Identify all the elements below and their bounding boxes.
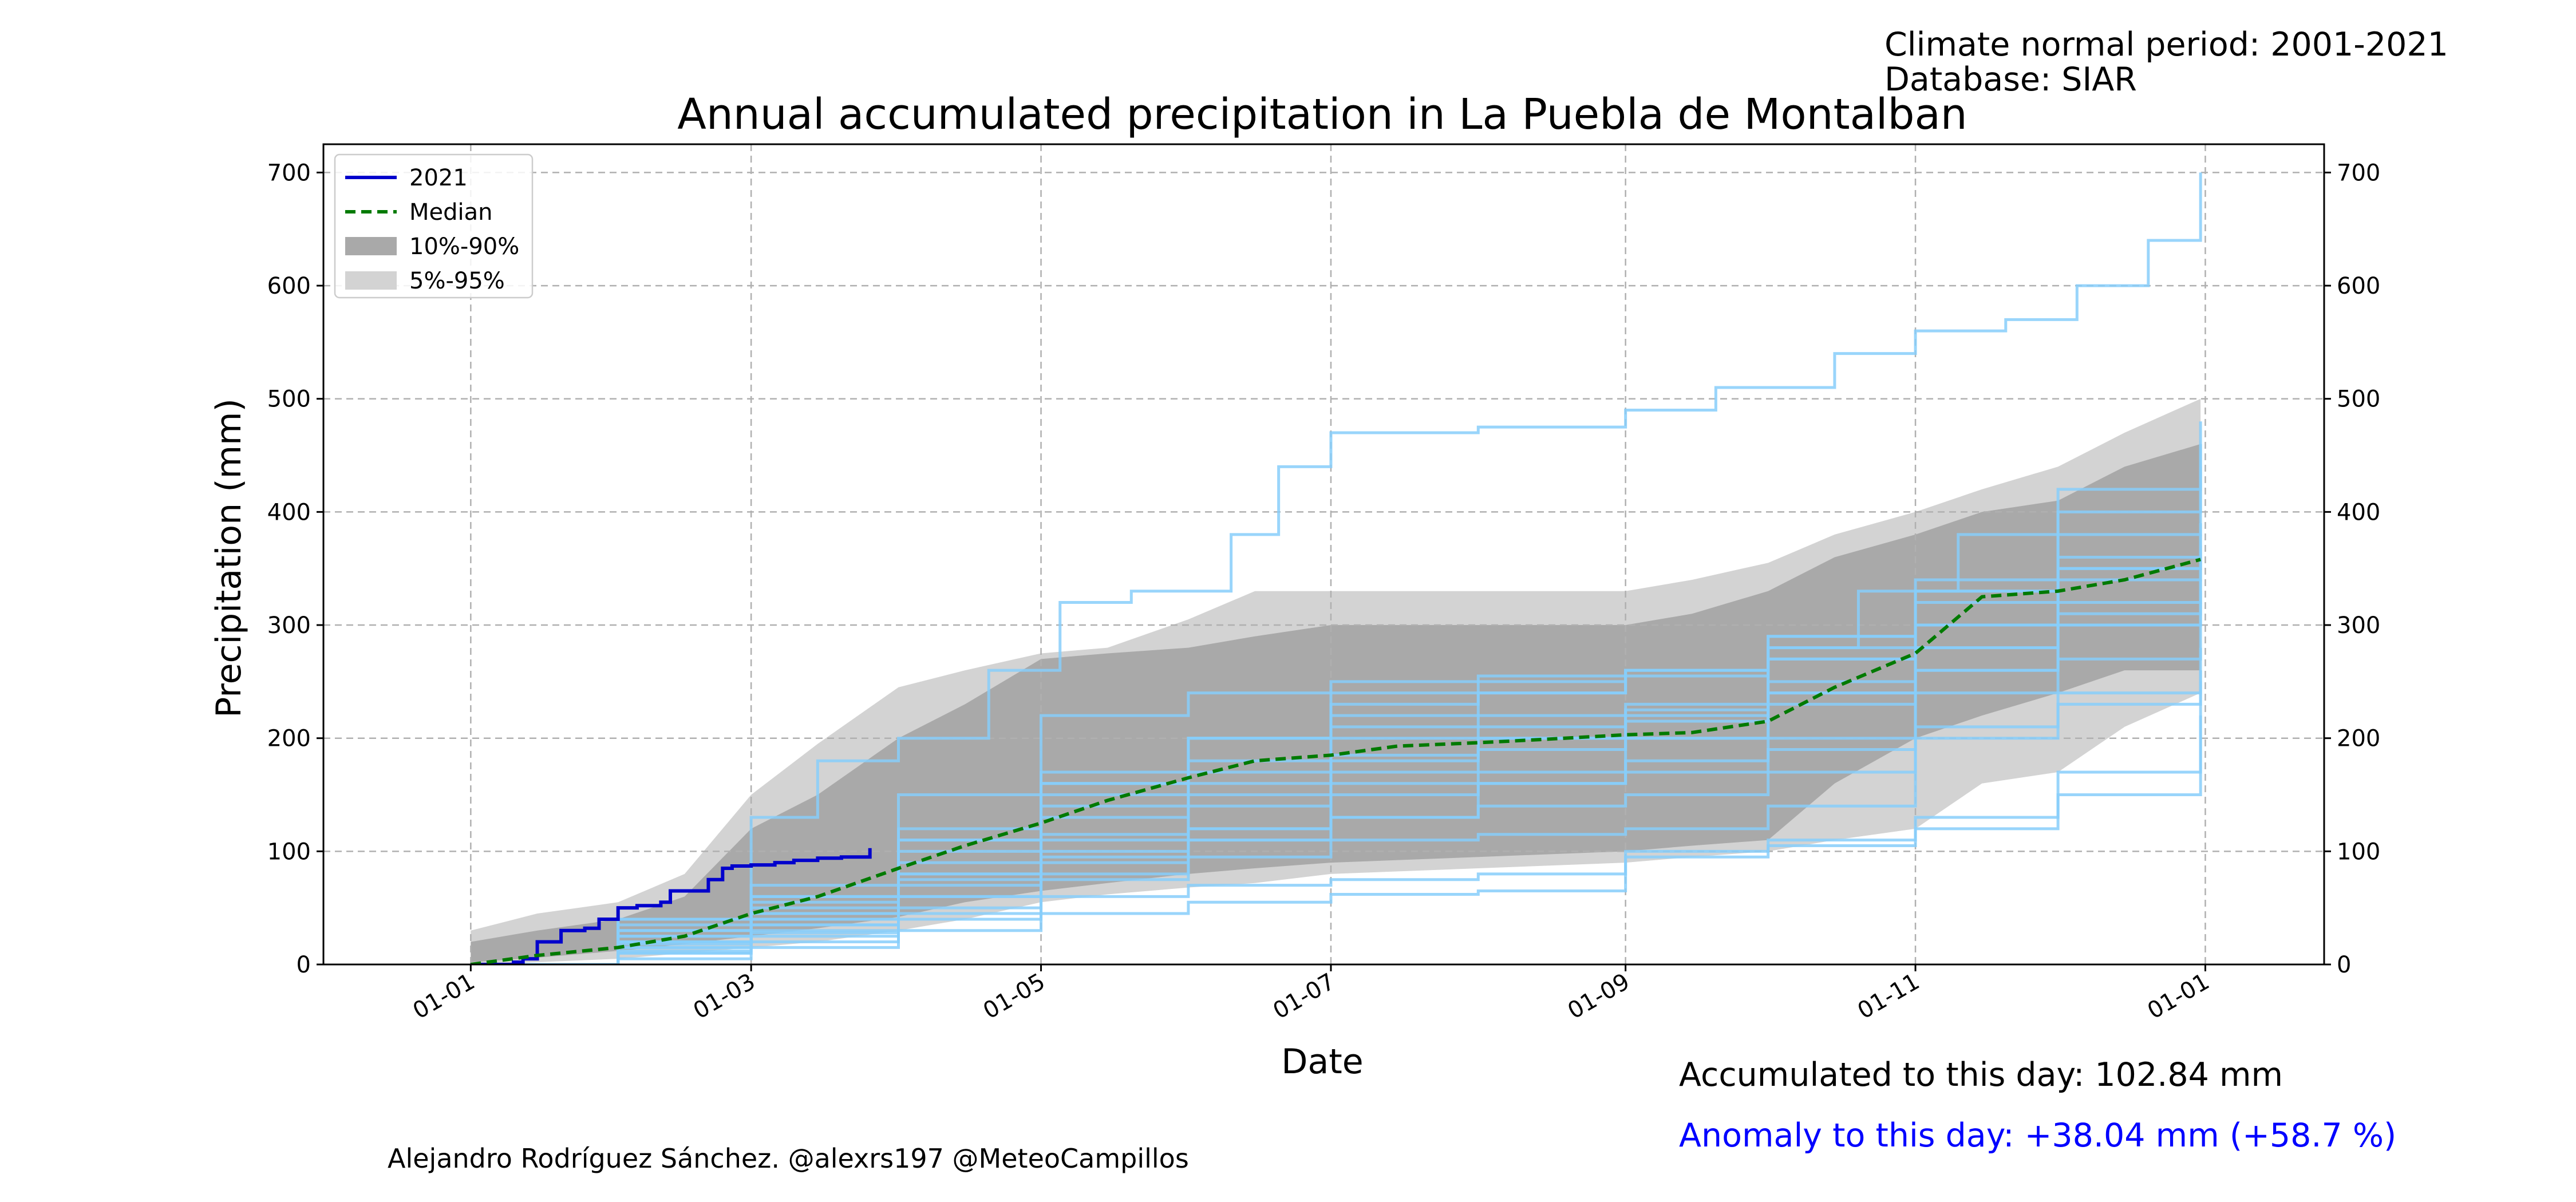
- x-tick-label: 01-01: [2143, 968, 2214, 1025]
- y-tick-label-left: 600: [267, 273, 311, 299]
- year-line-1: [471, 172, 2202, 964]
- x-tick-label: 01-11: [1853, 968, 1924, 1025]
- y-tick-label-right: 700: [2337, 160, 2380, 186]
- historical-years: [471, 172, 2202, 964]
- x-tick-label: 01-07: [1269, 968, 1340, 1025]
- series-line-2021: [471, 848, 872, 964]
- legend-label-5-95: 5%-95%: [409, 268, 505, 294]
- series-line-median: [470, 557, 2201, 964]
- y-tick-label-left: 300: [267, 612, 311, 639]
- y-tick-label-right: 100: [2337, 839, 2380, 865]
- legend: 2021 Median 10%-90% 5%-95%: [334, 153, 534, 299]
- y-tick-label-right: 200: [2337, 726, 2380, 752]
- x-tick-label: 01-05: [979, 968, 1050, 1025]
- y-tick-label-left: 0: [297, 952, 311, 978]
- x-tick-label: 01-01: [409, 968, 480, 1025]
- y-tick-label-right: 300: [2337, 612, 2380, 639]
- legend-label-10-90: 10%-90%: [409, 234, 519, 260]
- anomaly-text: Anomaly to this day: +38.04 mm (+58.7 %): [1679, 1117, 2396, 1154]
- y-tick-label-right: 400: [2337, 499, 2380, 525]
- legend-box: [334, 153, 534, 299]
- database-text: Database: SIAR: [1884, 61, 2137, 98]
- legend-label-median: Median: [409, 199, 493, 226]
- y-tick-label-left: 200: [267, 726, 311, 752]
- year-line-16: [471, 545, 2202, 964]
- x-tick-label: 01-09: [1563, 968, 1634, 1025]
- y-tick-label-right: 500: [2337, 386, 2380, 413]
- x-tick-label: 01-03: [689, 968, 760, 1025]
- y-tick-label-left: 400: [267, 499, 311, 525]
- climate-period-text: Climate normal period: 2001-2021: [1884, 26, 2448, 64]
- y-tick-label-right: 0: [2337, 952, 2351, 978]
- series-lines: [470, 557, 2201, 964]
- legend-swatch-10-90: [345, 237, 397, 255]
- plot-frame: [322, 143, 2325, 966]
- y-tick-label-left: 100: [267, 839, 311, 865]
- legend-label-2021: 2021: [409, 165, 468, 191]
- y-tick-label-right: 600: [2337, 273, 2380, 299]
- x-axis-label: Date: [1281, 1042, 1363, 1082]
- y-tick-label-left: 700: [267, 160, 311, 186]
- legend-swatch-5-95: [345, 271, 397, 290]
- y-tick-label-left: 500: [267, 386, 311, 413]
- chart-title: Annual accumulated precipitation in La P…: [677, 90, 1967, 139]
- y-axis-label: Precipitation (mm): [209, 398, 249, 718]
- credit-text: Alejandro Rodríguez Sánchez. @alexrs197 …: [388, 1143, 1189, 1174]
- accumulated-text: Accumulated to this day: 102.84 mm: [1679, 1056, 2283, 1094]
